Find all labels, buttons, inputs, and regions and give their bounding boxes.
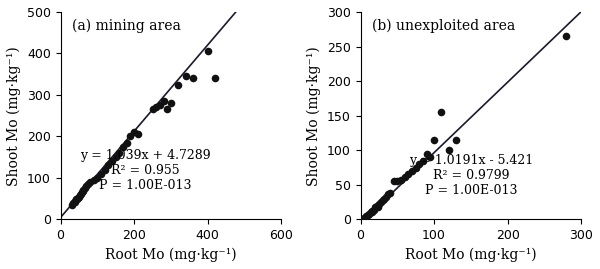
Point [425, 155, 435, 159]
Point [415, 162, 424, 166]
Point [373, 205, 383, 209]
Point [404, 172, 413, 176]
Point [210, 76, 220, 80]
Point [376, 200, 386, 204]
Point [385, 191, 395, 195]
Point [85, 180, 95, 184]
Point [181, 74, 190, 78]
Point [71, 197, 81, 202]
Point [400, 174, 409, 179]
Point [159, 99, 169, 103]
Point [392, 179, 402, 183]
Point [125, 134, 135, 139]
Y-axis label: Shoot Mo (mg·kg⁻¹): Shoot Mo (mg·kg⁻¹) [7, 46, 22, 186]
Point [188, 76, 198, 80]
Point [133, 132, 143, 136]
Point [83, 182, 93, 186]
Text: y = 1.0191x - 5.421
R² = 0.9799
P = 1.00E-013: y = 1.0191x - 5.421 R² = 0.9799 P = 1.00… [409, 154, 533, 197]
Point [367, 209, 376, 213]
Point [92, 176, 102, 180]
Text: y = 1.039x + 4.7289
R² = 0.955
P = 1.00E-013: y = 1.039x + 4.7289 R² = 0.955 P = 1.00E… [80, 149, 211, 192]
Point [370, 205, 380, 209]
Point [173, 82, 183, 87]
Point [71, 199, 80, 203]
Point [382, 194, 391, 199]
Point [166, 101, 176, 105]
X-axis label: Root Mo (mg·kg⁻¹): Root Mo (mg·kg⁻¹) [105, 248, 237, 262]
Point [155, 103, 164, 107]
Point [379, 196, 389, 201]
Point [444, 148, 454, 153]
Point [368, 210, 377, 215]
Point [79, 188, 88, 193]
Point [363, 213, 373, 217]
Point [372, 203, 382, 208]
Y-axis label: Shoot Mo (mg·kg⁻¹): Shoot Mo (mg·kg⁻¹) [307, 46, 322, 186]
Point [148, 107, 157, 112]
Point [365, 212, 374, 216]
Point [451, 138, 461, 142]
Point [77, 190, 87, 194]
Point [70, 200, 79, 204]
Point [122, 140, 131, 145]
Point [562, 34, 571, 38]
Point [151, 105, 161, 109]
Text: (a) mining area: (a) mining area [71, 18, 181, 33]
Point [96, 172, 106, 176]
Point [104, 163, 113, 168]
Point [429, 138, 439, 142]
Point [366, 210, 376, 215]
Point [422, 151, 431, 156]
Point [80, 186, 89, 190]
Point [73, 196, 82, 201]
Text: (b) unexploited area: (b) unexploited area [371, 18, 515, 33]
Point [203, 49, 212, 54]
Point [74, 194, 84, 199]
Point [107, 159, 117, 164]
Point [118, 145, 128, 149]
Point [411, 165, 421, 170]
Point [383, 192, 393, 197]
Point [163, 107, 172, 112]
Point [73, 196, 83, 200]
Point [389, 179, 398, 183]
Point [67, 203, 76, 207]
Point [76, 192, 86, 197]
Point [115, 151, 124, 155]
Point [378, 198, 388, 202]
Point [68, 201, 78, 205]
Point [78, 189, 88, 193]
Point [369, 208, 379, 212]
Point [75, 193, 85, 197]
Point [359, 216, 369, 220]
Point [418, 158, 428, 163]
Point [437, 110, 446, 114]
Point [111, 155, 121, 159]
Point [130, 130, 139, 134]
Point [82, 184, 91, 188]
Point [100, 167, 110, 172]
Point [407, 169, 417, 173]
X-axis label: Root Mo (mg·kg⁻¹): Root Mo (mg·kg⁻¹) [405, 248, 536, 262]
Point [374, 202, 384, 206]
Point [89, 178, 98, 182]
Point [362, 214, 371, 218]
Point [396, 178, 406, 182]
